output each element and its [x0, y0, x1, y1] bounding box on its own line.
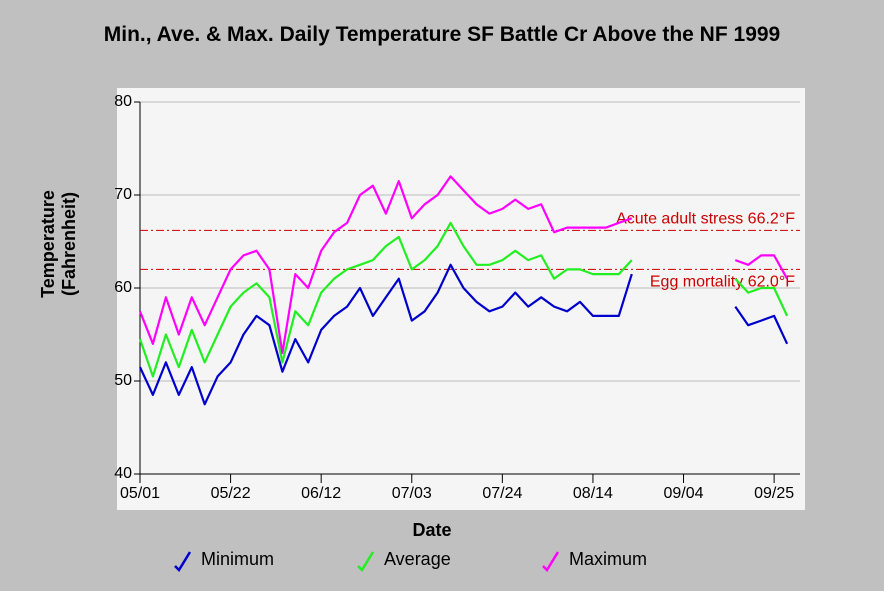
x-tick-label: 05/22: [211, 485, 251, 502]
x-tick-label: 05/01: [120, 485, 160, 502]
y-tick-label: 80: [114, 93, 132, 110]
legend-label: Maximum: [569, 549, 647, 569]
legend-label: Minimum: [201, 549, 274, 569]
x-tick-label: 09/25: [754, 485, 794, 502]
x-tick-label: 09/04: [664, 485, 704, 502]
plot-panel: [117, 88, 805, 510]
x-tick-label: 07/03: [392, 485, 432, 502]
legend-label: Average: [384, 549, 451, 569]
x-tick-label: 06/12: [301, 485, 341, 502]
legend-swatch: [542, 551, 560, 573]
legend-swatch: [357, 551, 375, 573]
series-line: [138, 175, 789, 355]
legend-swatch: [174, 551, 192, 573]
x-tick-label: 08/14: [573, 485, 613, 502]
y-axis-label: Temperature (Fahrenheit): [38, 190, 79, 298]
reference-label: Acute adult stress 66.2°F: [616, 211, 795, 228]
chart-title: Min., Ave. & Max. Daily Temperature SF B…: [103, 23, 781, 46]
x-axis-label: Date: [412, 520, 451, 540]
y-tick-label: 50: [114, 372, 132, 389]
series-line: [139, 263, 789, 406]
series-line: [138, 221, 789, 378]
y-tick-label: 70: [114, 186, 132, 203]
reference-label: Egg mortality 62.0°F: [650, 274, 795, 291]
y-tick-label: 60: [114, 279, 132, 296]
x-tick-label: 07/24: [482, 485, 522, 502]
y-tick-label: 40: [114, 465, 132, 482]
